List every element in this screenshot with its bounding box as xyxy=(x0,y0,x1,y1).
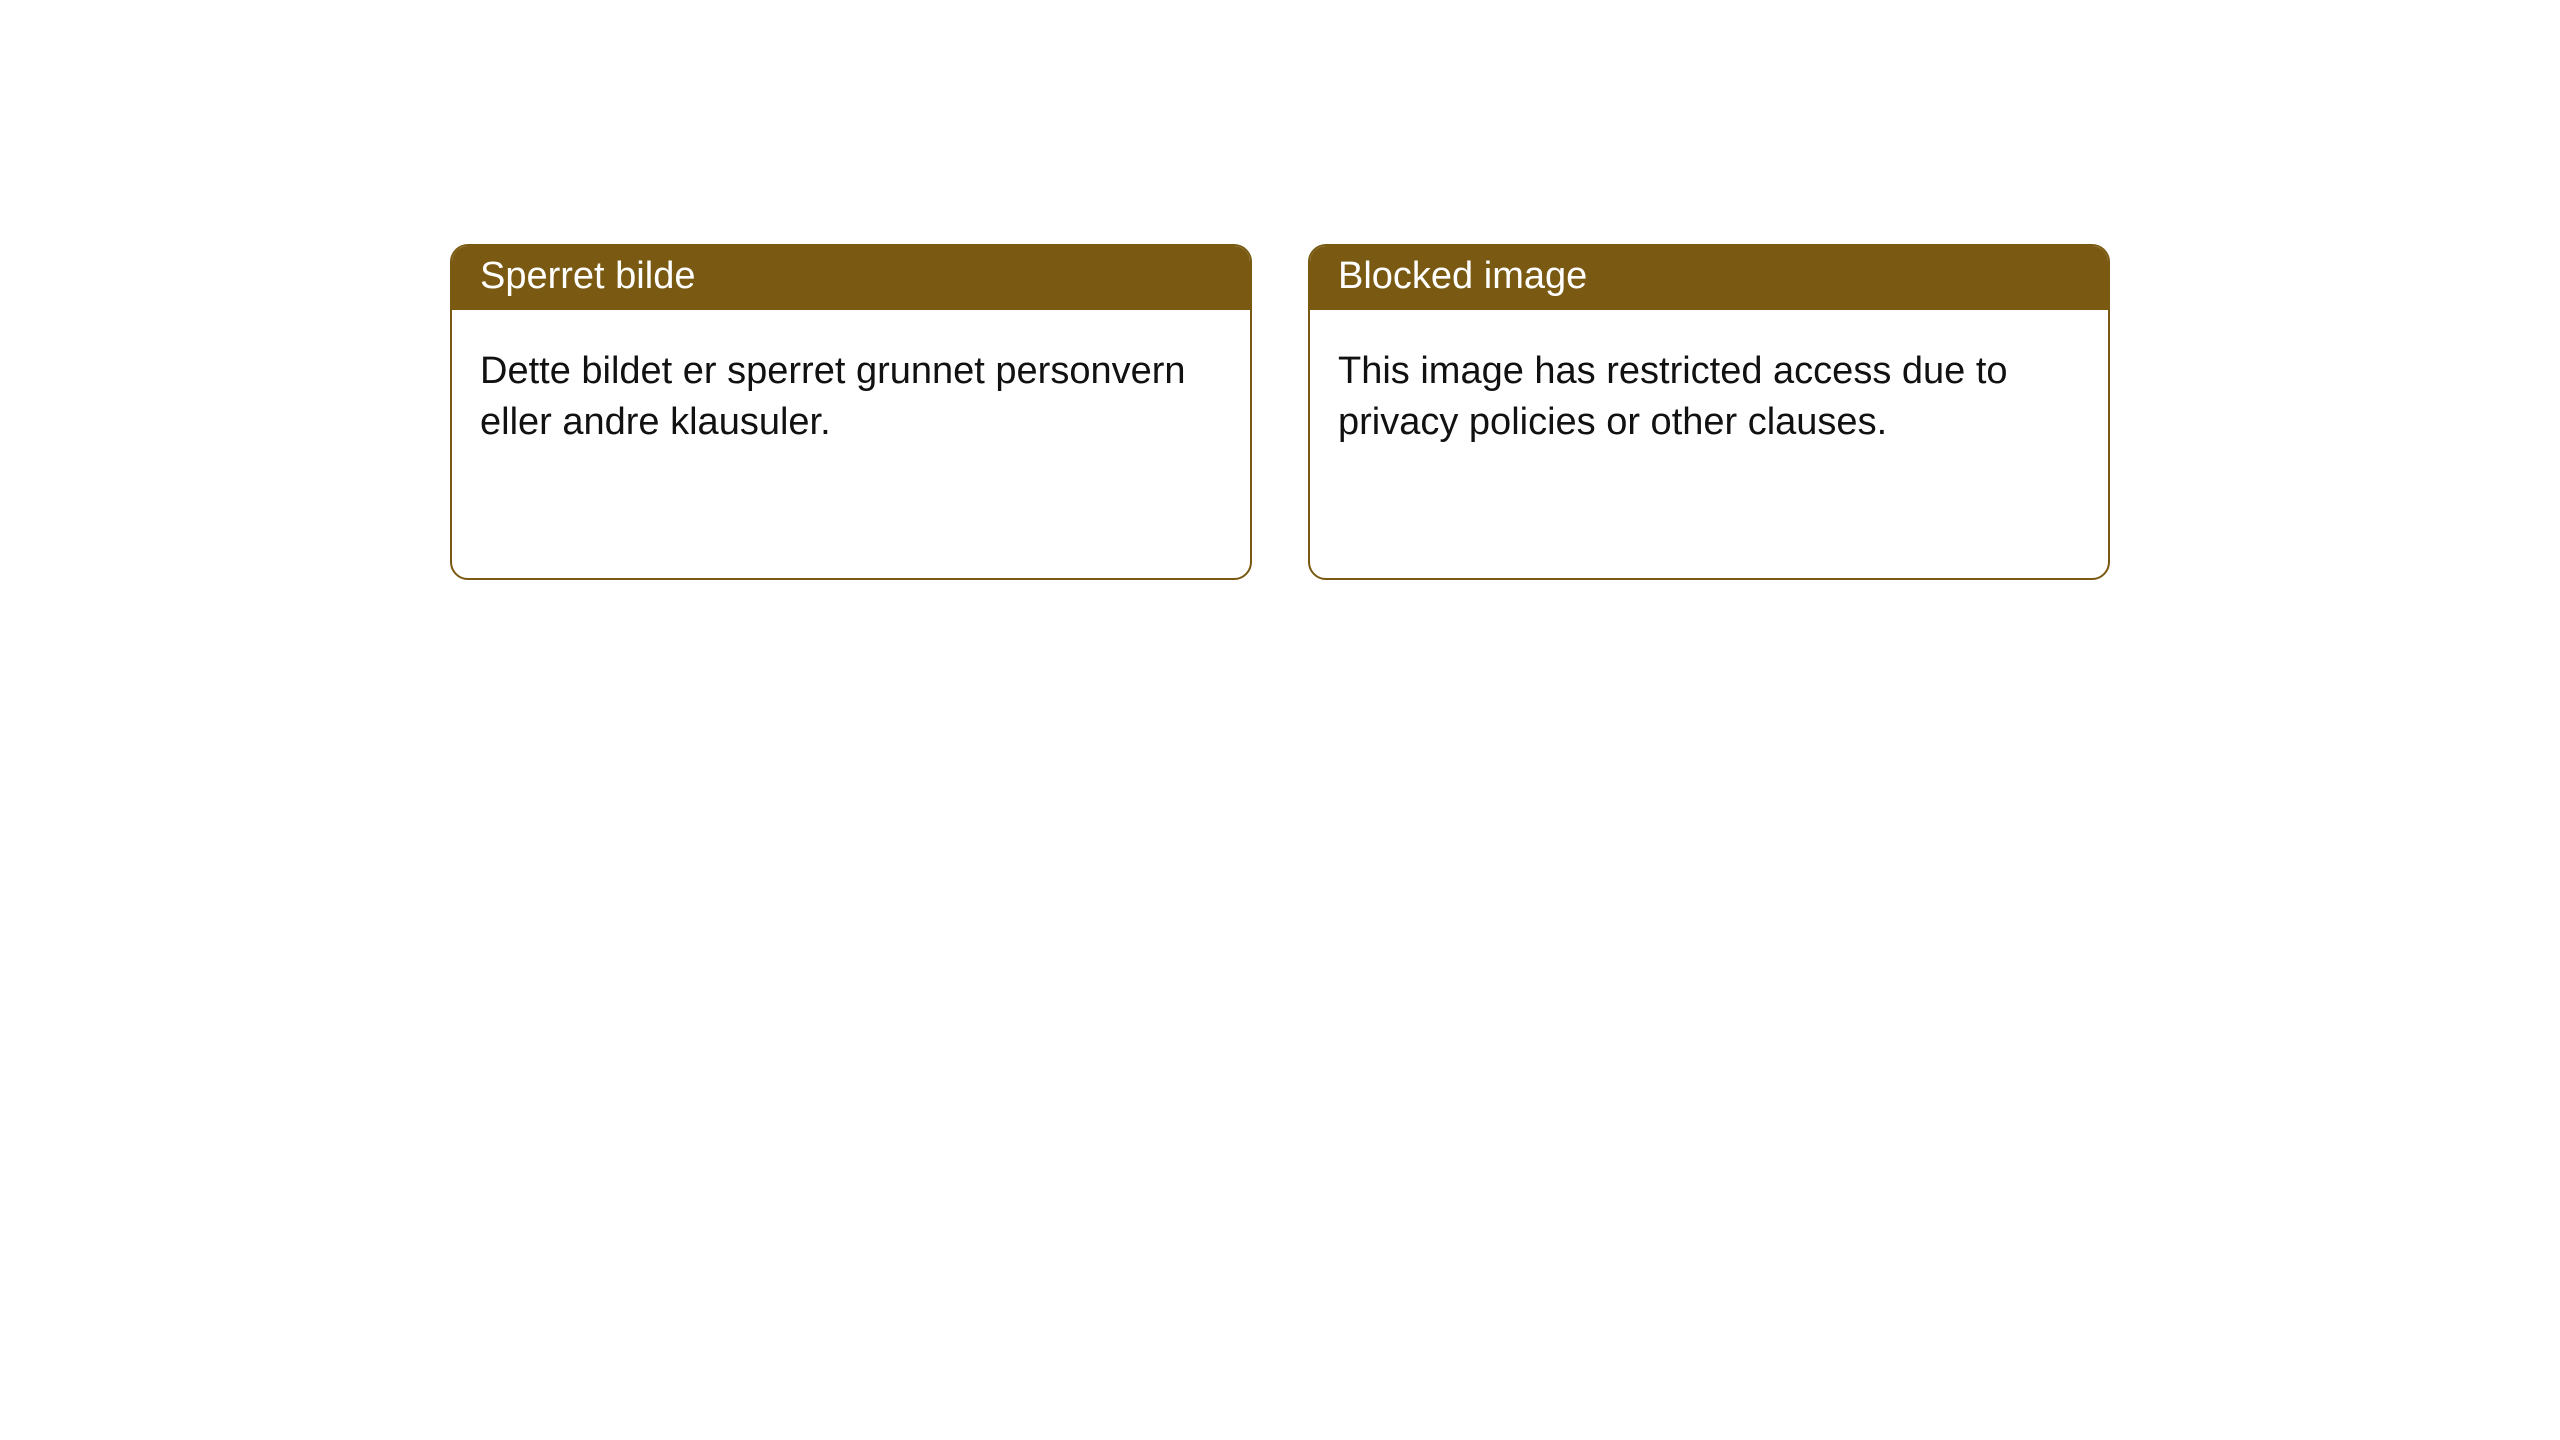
notice-body: Dette bildet er sperret grunnet personve… xyxy=(452,310,1250,578)
notice-card-norwegian: Sperret bilde Dette bildet er sperret gr… xyxy=(450,244,1252,580)
notice-title: Blocked image xyxy=(1310,246,2108,310)
notice-container: Sperret bilde Dette bildet er sperret gr… xyxy=(0,0,2560,580)
notice-card-english: Blocked image This image has restricted … xyxy=(1308,244,2110,580)
notice-title: Sperret bilde xyxy=(452,246,1250,310)
notice-body: This image has restricted access due to … xyxy=(1310,310,2108,578)
